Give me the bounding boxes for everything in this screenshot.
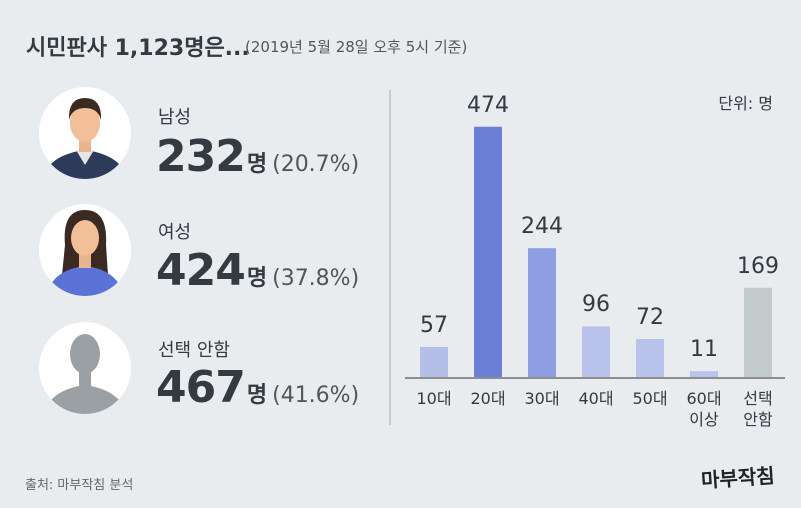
gender-count-row: 424명 (37.8%) — [156, 245, 359, 296]
avatar-male — [39, 87, 131, 179]
value-label: 244 — [521, 214, 563, 240]
bar — [420, 346, 448, 377]
x-tick-label: 10대 — [416, 389, 452, 408]
bar — [636, 338, 664, 377]
unit-note: 단위: 명 — [718, 94, 773, 113]
value-label: 169 — [737, 253, 779, 279]
x-tick-label: 40대 — [578, 389, 614, 408]
value-label: 57 — [420, 312, 448, 338]
gender-share: (41.6%) — [272, 383, 360, 408]
gender-count: 424 — [156, 245, 246, 296]
x-tick-label: 선택 안함 — [743, 389, 773, 429]
bar — [690, 371, 718, 377]
gender-count-row: 467명 (41.6%) — [156, 362, 359, 413]
value-label: 72 — [636, 304, 664, 330]
gender-count: 467 — [156, 362, 246, 413]
source: 출처: 마부작침 분석 — [25, 478, 134, 493]
value-label: 96 — [582, 292, 610, 318]
gender-label: 선택 안함 — [158, 340, 230, 361]
bars — [420, 126, 772, 377]
avatar-female — [39, 204, 131, 296]
x-tick-label: 20대 — [470, 389, 506, 408]
logo: 마부작침 — [700, 463, 776, 493]
bar — [528, 248, 556, 377]
gender-unit: 명 — [246, 266, 267, 291]
gender-label: 남성 — [158, 107, 192, 128]
value-label: 474 — [467, 92, 509, 118]
gender-unit: 명 — [246, 152, 267, 177]
bar — [582, 326, 610, 377]
gender-label: 여성 — [158, 222, 192, 243]
subtitle: (2019년 5월 28일 오후 5시 기준) — [245, 38, 468, 56]
gender-share: (20.7%) — [272, 152, 360, 177]
bar — [474, 126, 502, 377]
bar — [744, 287, 772, 377]
gender-share: (37.8%) — [272, 266, 360, 291]
title: 시민판사 1,123명은... — [26, 36, 250, 61]
gender-unit: 명 — [246, 383, 267, 408]
x-tick-label: 60대 이상 — [686, 389, 722, 429]
avatar-none — [39, 322, 131, 414]
gender-count-row: 232명 (20.7%) — [156, 131, 359, 182]
x-tick-label: 30대 — [524, 389, 560, 408]
value-label: 11 — [690, 337, 718, 363]
gender-count: 232 — [156, 131, 246, 182]
x-tick-label: 50대 — [632, 389, 668, 408]
